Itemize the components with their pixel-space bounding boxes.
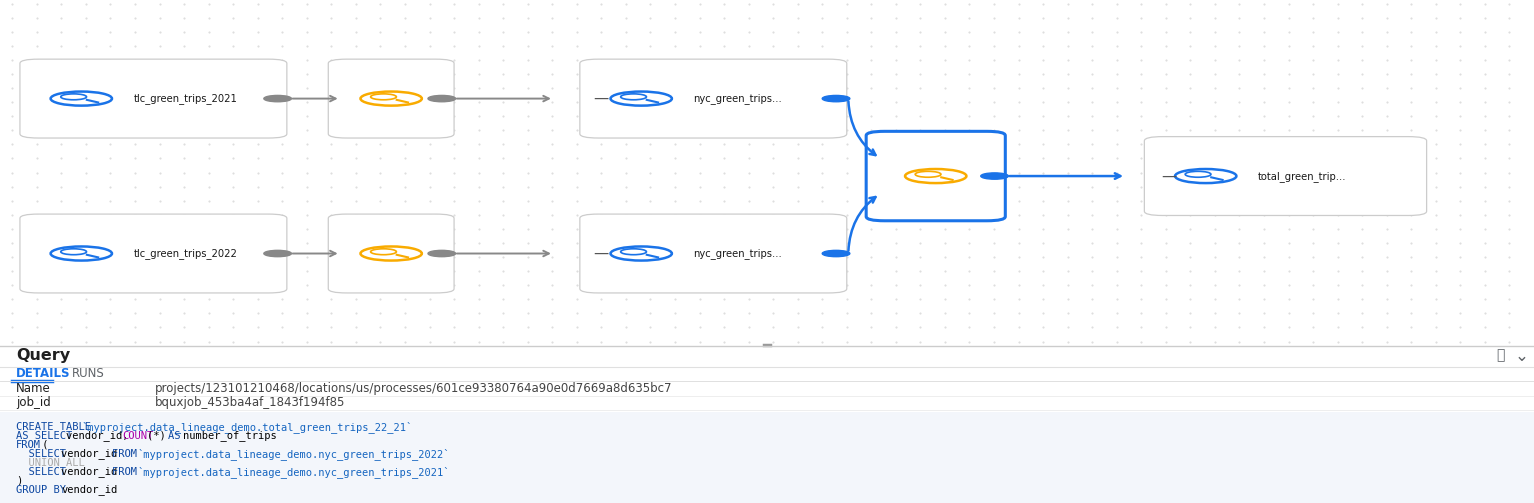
Text: —: — [594, 246, 609, 261]
Text: ): ) [15, 476, 23, 486]
Text: SELECT: SELECT [15, 467, 72, 477]
Text: RUNS: RUNS [72, 367, 104, 380]
Text: `myproject.data_lineage_demo.nyc_green_trips_2022`: `myproject.data_lineage_demo.nyc_green_t… [137, 448, 449, 460]
Text: bquxjob_453ba4af_1843f194f85: bquxjob_453ba4af_1843f194f85 [155, 396, 345, 409]
Text: `myproject.data_lineage_demo.total_green_trips_22_21`: `myproject.data_lineage_demo.total_green… [81, 421, 413, 433]
Circle shape [428, 250, 456, 257]
Text: SELECT: SELECT [15, 449, 72, 459]
Text: nyc_green_trips...: nyc_green_trips... [693, 93, 782, 104]
Text: vendor_id: vendor_id [61, 466, 124, 477]
Circle shape [980, 173, 1008, 179]
Circle shape [822, 96, 850, 102]
Text: AS SELECT: AS SELECT [15, 431, 78, 441]
Circle shape [264, 250, 291, 257]
FancyBboxPatch shape [580, 59, 847, 138]
FancyBboxPatch shape [580, 214, 847, 293]
Text: —: — [1161, 169, 1177, 184]
Text: UNION ALL: UNION ALL [15, 458, 84, 468]
Text: vendor_id,: vendor_id, [66, 431, 135, 441]
Text: (*): (*) [147, 431, 172, 441]
Text: tlc_green_trips_2021: tlc_green_trips_2021 [133, 93, 238, 104]
Text: vendor_id: vendor_id [61, 484, 118, 495]
Text: tlc_green_trips_2022: tlc_green_trips_2022 [133, 248, 238, 259]
FancyBboxPatch shape [328, 214, 454, 293]
Text: number_of_trips: number_of_trips [183, 431, 276, 441]
Text: `myproject.data_lineage_demo.nyc_green_trips_2021`: `myproject.data_lineage_demo.nyc_green_t… [137, 466, 449, 478]
Text: —: — [594, 91, 609, 106]
Circle shape [428, 96, 456, 102]
Circle shape [822, 250, 850, 257]
Text: AS: AS [167, 431, 186, 441]
FancyBboxPatch shape [1144, 137, 1427, 215]
Text: (: ( [37, 440, 49, 450]
Text: FROM: FROM [112, 467, 143, 477]
Circle shape [264, 96, 291, 102]
Text: CREATE TABLE: CREATE TABLE [15, 422, 97, 432]
Text: DETAILS: DETAILS [15, 367, 71, 380]
Text: FROM: FROM [15, 440, 41, 450]
Text: Query: Query [15, 348, 71, 363]
Text: job_id: job_id [15, 396, 51, 409]
FancyBboxPatch shape [867, 131, 1005, 221]
Text: vendor_id: vendor_id [61, 448, 124, 459]
Text: ⌄: ⌄ [1516, 347, 1529, 365]
Text: ⧈: ⧈ [1496, 349, 1505, 363]
Text: total_green_trip...: total_green_trip... [1258, 171, 1347, 182]
FancyBboxPatch shape [20, 59, 287, 138]
FancyBboxPatch shape [328, 59, 454, 138]
Text: Name: Name [15, 382, 51, 395]
FancyBboxPatch shape [20, 214, 287, 293]
Text: projects/123101210468/locations/us/processes/601ce93380764a90e0d7669a8d635bc7: projects/123101210468/locations/us/proce… [155, 382, 672, 395]
Text: GROUP BY: GROUP BY [15, 485, 72, 495]
FancyBboxPatch shape [0, 412, 1534, 503]
Text: FROM: FROM [112, 449, 143, 459]
Text: nyc_green_trips...: nyc_green_trips... [693, 248, 782, 259]
Text: COUNT: COUNT [123, 431, 153, 441]
